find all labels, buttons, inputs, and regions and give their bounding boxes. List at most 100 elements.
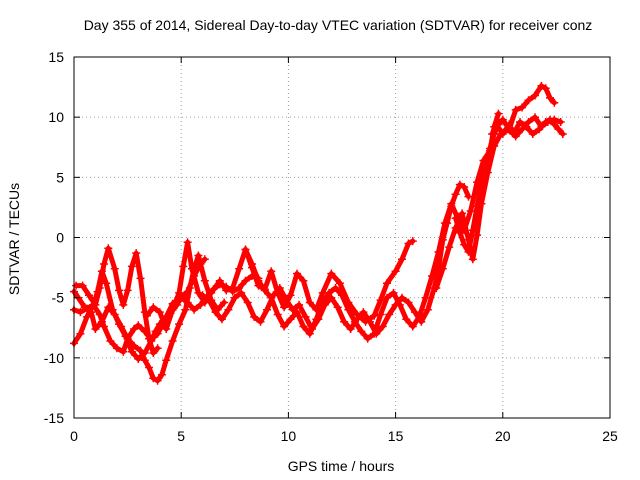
x-tick-label: 0 (70, 428, 78, 444)
data-point (305, 329, 314, 338)
data-point (325, 288, 334, 297)
data-point (222, 286, 231, 295)
data-point (385, 310, 394, 319)
data-point (537, 122, 546, 131)
data-point (224, 305, 233, 314)
data-point (132, 249, 141, 258)
data-point (190, 305, 199, 314)
data-point (365, 317, 374, 326)
data-point (376, 310, 385, 319)
y-tick-label: 10 (48, 109, 64, 125)
data-point (220, 298, 229, 307)
data-point (335, 279, 344, 288)
data-point (198, 291, 207, 300)
x-tick-label: 25 (602, 428, 618, 444)
data-point (196, 300, 205, 309)
y-tick-label: 15 (48, 49, 64, 65)
data-point (391, 267, 400, 276)
data-point (127, 347, 136, 356)
data-point (432, 284, 441, 292)
series-line-9 (453, 83, 557, 255)
data-point (518, 103, 527, 112)
data-point (187, 264, 196, 273)
data-point (451, 214, 460, 223)
data-point (460, 240, 469, 249)
data-point (91, 325, 100, 333)
data-point (305, 298, 314, 307)
data-point (237, 288, 246, 297)
data-point (464, 192, 473, 201)
data-point (194, 288, 203, 297)
data-point (95, 284, 104, 292)
data-point (134, 321, 143, 330)
data-point (183, 238, 192, 247)
data-point (415, 312, 424, 321)
data-point (428, 272, 436, 280)
data-point (546, 93, 554, 102)
data-point (185, 284, 194, 292)
data-point (228, 284, 237, 292)
data-point (254, 276, 263, 285)
data-point (76, 329, 85, 338)
data-point (85, 291, 93, 300)
data-point (106, 337, 115, 345)
data-point (263, 305, 271, 314)
data-point (102, 279, 111, 288)
data-point (149, 349, 158, 357)
data-point (447, 199, 456, 208)
data-point (211, 308, 220, 317)
data-point (205, 296, 214, 305)
data-point (468, 255, 477, 264)
data-point (299, 276, 308, 285)
data-point (110, 310, 119, 319)
y-axis-label: SDTVAR / TECUs (6, 183, 22, 295)
data-point (95, 310, 104, 319)
data-point (288, 305, 297, 314)
data-point (554, 125, 563, 134)
data-point (168, 305, 177, 314)
data-point (473, 231, 482, 240)
data-point (481, 161, 490, 170)
data-point (423, 305, 432, 314)
data-point (286, 315, 295, 324)
data-point (331, 284, 340, 292)
data-point (531, 113, 539, 122)
data-point (162, 325, 171, 333)
data-point (404, 239, 413, 248)
data-point (451, 190, 460, 199)
data-point (282, 296, 291, 305)
data-point (455, 228, 464, 237)
data-point (383, 279, 391, 288)
data-point (473, 202, 482, 211)
data-point (179, 262, 188, 271)
data-point (155, 308, 164, 317)
data-point (207, 288, 216, 297)
y-tick-label: -5 (52, 290, 65, 306)
data-point (511, 105, 520, 114)
data-point (468, 226, 477, 235)
data-point (78, 281, 87, 290)
data-point (408, 322, 417, 331)
data-point (280, 303, 289, 312)
data-point (511, 132, 520, 141)
data-point (175, 288, 184, 297)
data-point (248, 260, 256, 268)
data-point (531, 91, 539, 100)
x-axis-label: GPS time / hours (288, 458, 395, 474)
data-point (230, 293, 239, 302)
data-point (293, 269, 301, 278)
data-point (153, 329, 162, 338)
data-point (318, 298, 327, 307)
x-tick-label: 20 (495, 428, 511, 444)
data-point (181, 305, 190, 314)
data-point (398, 255, 406, 264)
data-point (410, 308, 419, 317)
data-point (200, 255, 209, 264)
data-point (112, 344, 121, 353)
data-point (344, 305, 353, 314)
data-point (267, 267, 276, 276)
data-point (516, 118, 524, 126)
data-point (460, 183, 469, 191)
data-point (153, 376, 162, 385)
